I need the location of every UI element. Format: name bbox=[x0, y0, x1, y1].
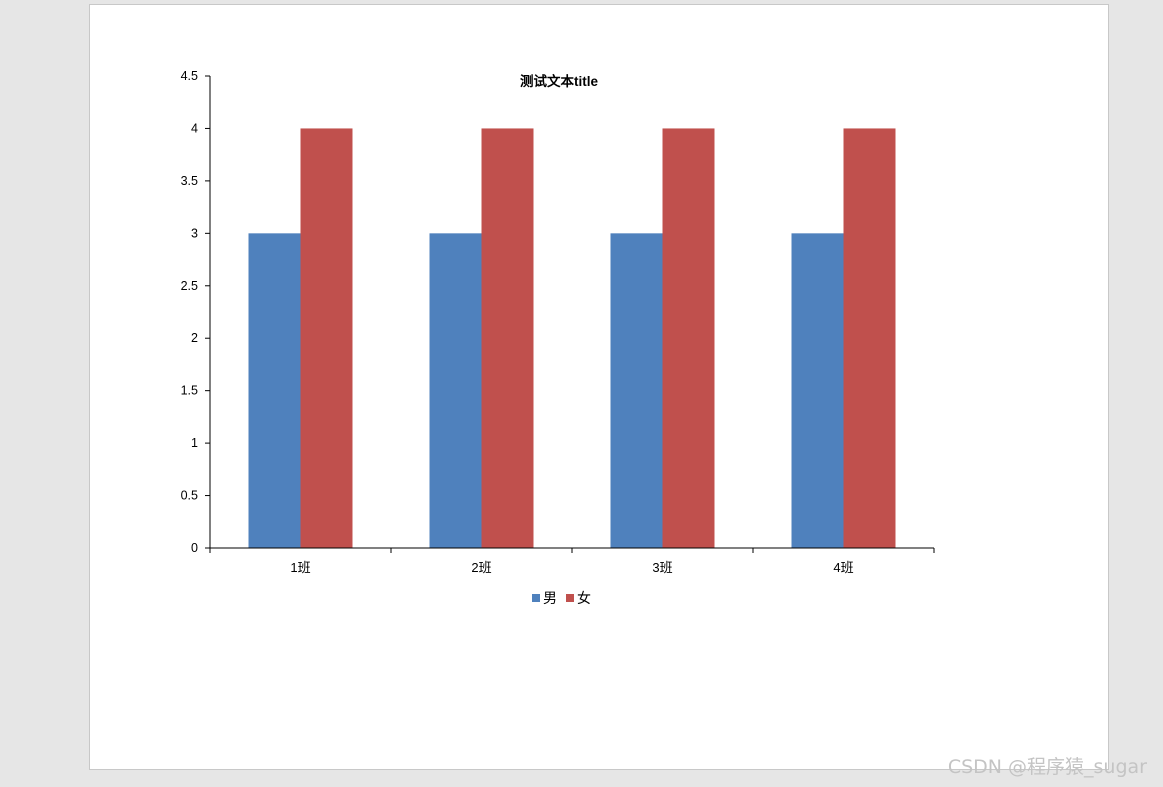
x-tick-label: 2班 bbox=[471, 560, 491, 575]
x-tick-label: 4班 bbox=[833, 560, 853, 575]
bar-female-2 bbox=[481, 128, 534, 548]
y-tick-label: 4 bbox=[191, 121, 198, 135]
y-tick-label: 1 bbox=[191, 436, 198, 450]
y-tick-label: 3 bbox=[191, 226, 198, 240]
bar-male-2 bbox=[429, 233, 482, 549]
y-tick-label: 2.5 bbox=[181, 279, 198, 293]
legend-label-male: 男 bbox=[543, 590, 557, 606]
y-tick-label: 4.5 bbox=[181, 69, 198, 83]
y-tick-label: 0 bbox=[191, 541, 198, 555]
y-tick-label: 3.5 bbox=[181, 174, 198, 188]
x-tick-label: 3班 bbox=[652, 560, 672, 575]
y-tick-label: 0.5 bbox=[181, 489, 198, 503]
y-tick-label: 2 bbox=[191, 331, 198, 345]
x-axis: 1班 2班 3班 4班 bbox=[205, 547, 935, 575]
chart-title: 测试文本title bbox=[520, 73, 598, 89]
y-tick-label: 1.5 bbox=[181, 384, 198, 398]
bar-female-3 bbox=[662, 128, 715, 548]
x-tick-label: 1班 bbox=[290, 560, 310, 575]
watermark: CSDN @程序猿_sugar bbox=[947, 756, 1147, 778]
legend-swatch-male bbox=[532, 594, 540, 602]
bar-series bbox=[248, 128, 896, 549]
legend-swatch-female bbox=[566, 594, 574, 602]
bar-male-3 bbox=[610, 233, 663, 549]
legend-label-female: 女 bbox=[577, 590, 591, 606]
bar-female-4 bbox=[843, 128, 896, 548]
bar-male-1 bbox=[248, 233, 301, 549]
bar-chart: 00.511.522.533.544.5 1班 2班 3班 4班 测试文本title … bbox=[181, 69, 935, 606]
bar-male-4 bbox=[791, 233, 844, 549]
document-page: 0 0.5 1 1.5 2 2.5 3 3.5 4 4.5 1班 2班 3班 4班 测试文本title … bbox=[89, 4, 1109, 770]
y-axis: 0 0.5 1 1.5 2 2.5 3 3.5 4 4.5 bbox=[181, 69, 211, 555]
legend: 男女 bbox=[532, 590, 591, 606]
bar-female-1 bbox=[300, 128, 353, 548]
